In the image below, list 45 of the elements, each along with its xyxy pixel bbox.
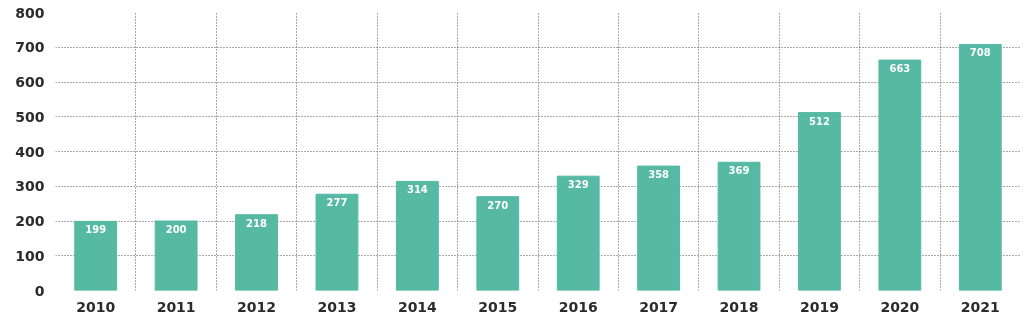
- data-label: 329: [567, 179, 589, 191]
- bar: [154, 220, 198, 291]
- x-tick-label: 2013: [317, 298, 357, 315]
- bar: [476, 196, 520, 291]
- bar: [556, 175, 600, 291]
- x-tick-label: 2021: [960, 298, 1000, 315]
- y-tick-label: 0: [34, 282, 45, 299]
- x-tick-label: 2012: [237, 298, 277, 315]
- y-tick-label: 800: [15, 4, 45, 21]
- x-tick-label: 2016: [558, 298, 598, 315]
- y-tick-label: 400: [15, 143, 45, 160]
- x-tick-label: 2015: [478, 298, 518, 315]
- bar: [798, 112, 841, 291]
- x-tick-label: 2010: [76, 298, 116, 315]
- bar: [717, 161, 761, 291]
- data-label: 277: [326, 197, 348, 209]
- data-label: 270: [487, 199, 509, 211]
- x-tick-label: 2011: [156, 298, 196, 315]
- y-tick-label: 200: [15, 213, 45, 229]
- bar: [637, 165, 681, 291]
- y-tick-label: 700: [15, 39, 45, 56]
- x-tick-label: 2017: [639, 298, 679, 315]
- bar: [958, 43, 1002, 291]
- x-tick-label: 2019: [799, 298, 839, 315]
- data-label: 358: [648, 169, 670, 181]
- bar: [315, 193, 359, 291]
- data-label: 663: [889, 63, 911, 75]
- x-tick-label: 2018: [719, 298, 759, 315]
- data-label: 512: [809, 115, 830, 127]
- data-label: 369: [728, 165, 750, 177]
- y-tick-label: 600: [15, 74, 45, 90]
- bar: [395, 180, 439, 291]
- y-tick-label: 500: [15, 108, 45, 125]
- x-tick-label: 2020: [880, 298, 920, 315]
- data-label: 314: [406, 184, 428, 196]
- data-label: 199: [85, 224, 107, 236]
- bar: [878, 59, 922, 291]
- x-tick-label: 2014: [397, 298, 438, 315]
- data-label: 218: [246, 217, 268, 229]
- data-label: 200: [165, 224, 187, 235]
- y-tick-label: 300: [15, 178, 45, 195]
- bar: [74, 220, 118, 291]
- data-label: 708: [969, 47, 991, 59]
- y-tick-label: 100: [15, 247, 45, 264]
- bar: [235, 214, 278, 291]
